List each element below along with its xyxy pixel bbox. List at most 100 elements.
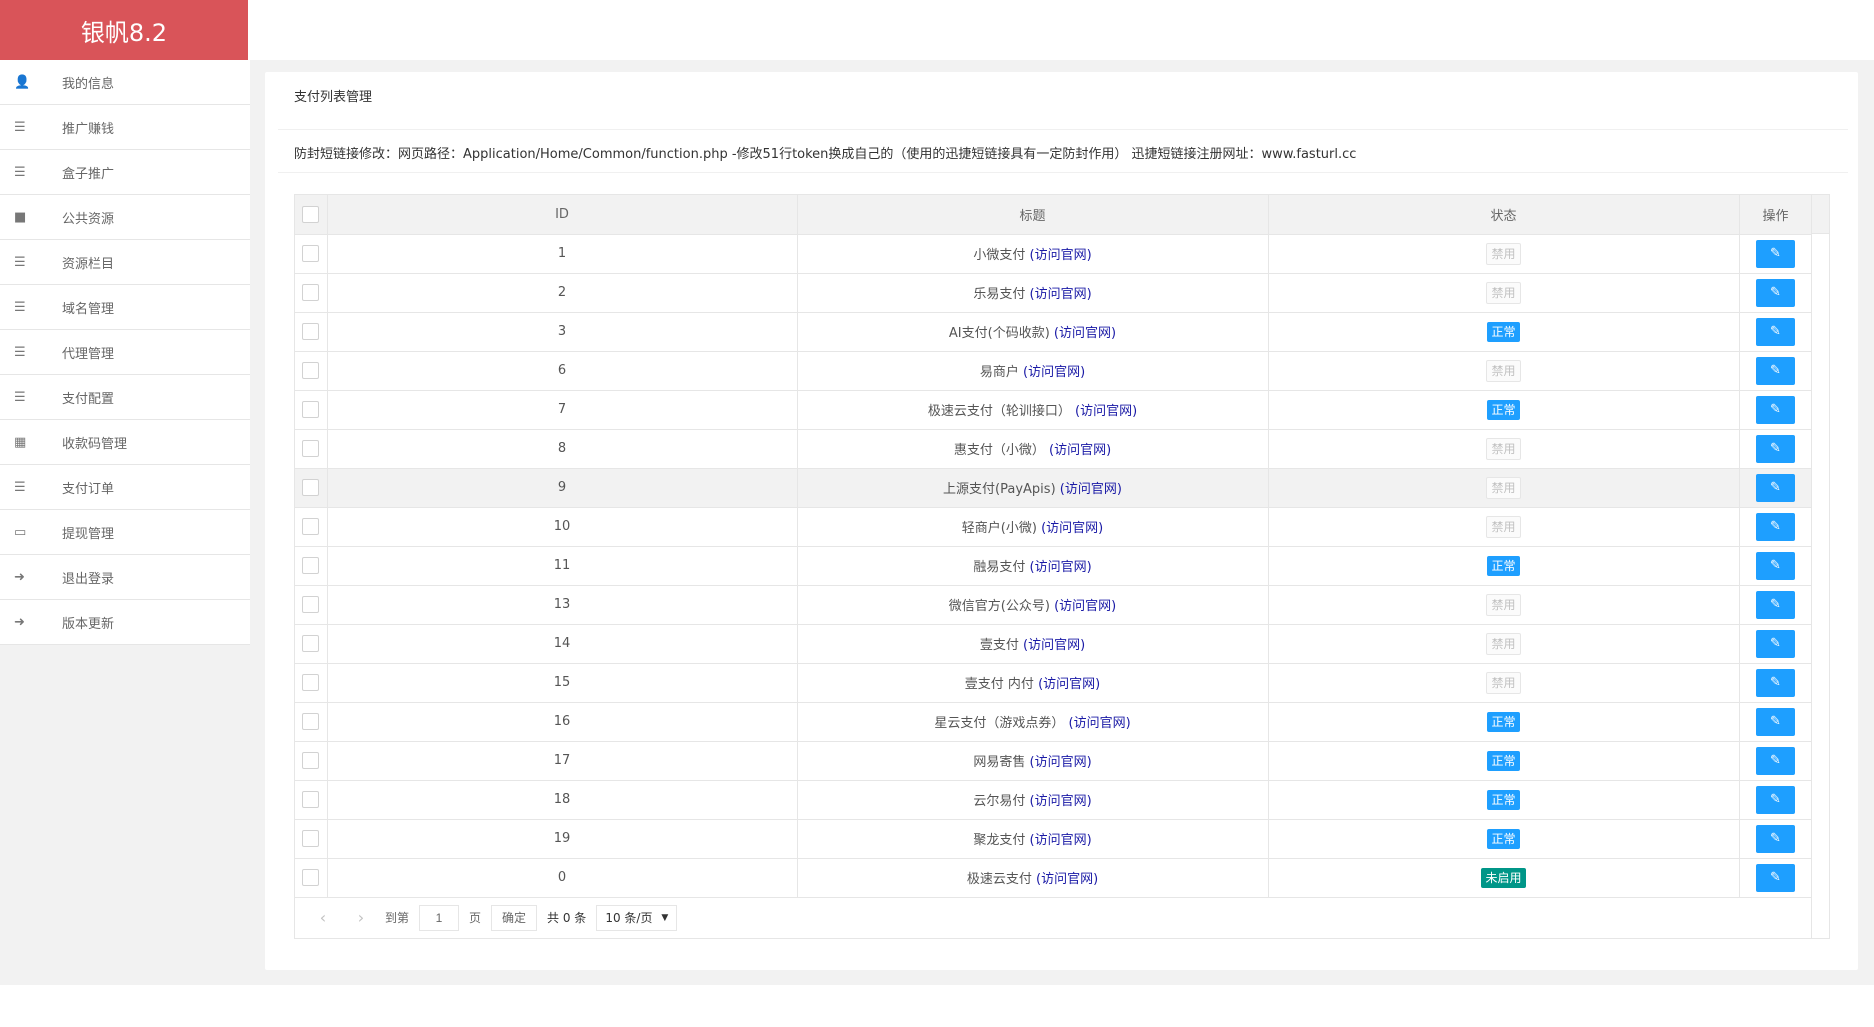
row-checkbox[interactable] [302,245,320,262]
header-status[interactable]: 状态 [1268,195,1740,235]
visit-site-link[interactable]: (访问官网) [1029,755,1092,770]
row-checkbox[interactable] [302,479,320,496]
row-checkbox[interactable] [302,596,320,613]
edit-button[interactable]: ✎ [1756,824,1795,853]
visit-site-link[interactable]: (访问官网) [1023,365,1086,380]
row-checkbox[interactable] [302,752,320,769]
sidebar-item-11[interactable]: ➜ 退出登录 [0,555,250,600]
sidebar-item-3[interactable]: ■ 公共资源 [0,195,250,240]
row-title: 壹支付 (访问官网) [797,624,1269,664]
row-checkbox[interactable] [302,401,320,418]
visit-site-link[interactable]: (访问官网) [1029,560,1092,575]
edit-button[interactable]: ✎ [1756,239,1795,268]
row-checkbox[interactable] [302,791,320,808]
table-row: 14 壹支付 (访问官网) 禁用 ✎ [295,624,1813,664]
edit-button[interactable]: ✎ [1756,863,1795,892]
dropdown-arrow-icon: ▼ [661,912,669,923]
payment-name: 微信官方(公众号) [948,599,1050,614]
edit-button[interactable]: ✎ [1756,317,1795,346]
row-title: 惠支付（小微） (访问官网) [797,429,1269,469]
page-input[interactable] [419,904,460,931]
edit-button[interactable]: ✎ [1756,590,1795,619]
payment-name: 极速云支付 [966,872,1032,887]
table-row: 9 上源支付(PayApis) (访问官网) 禁用 ✎ [295,468,1813,508]
row-checkbox[interactable] [302,869,320,886]
pencil-icon: ✎ [1770,518,1781,534]
sidebar-item-label: 退出登录 [62,571,115,587]
edit-button[interactable]: ✎ [1756,434,1795,463]
sidebar-item-9[interactable]: ☰ 支付订单 [0,465,250,510]
sidebar-item-8[interactable]: ▦ 收款码管理 [0,420,250,465]
sidebar-item-4[interactable]: ☰ 资源栏目 [0,240,250,285]
visit-site-link[interactable]: (访问官网) [1036,872,1099,887]
edit-button[interactable]: ✎ [1756,473,1795,502]
row-title: 融易支付 (访问官网) [797,546,1269,586]
pencil-icon: ✎ [1770,752,1781,768]
visit-site-link[interactable]: (访问官网) [1029,287,1092,302]
row-id: 1 [327,234,798,274]
edit-button[interactable]: ✎ [1756,629,1795,658]
table-row: 8 惠支付（小微） (访问官网) 禁用 ✎ [295,429,1813,469]
next-page-button[interactable]: › [357,908,365,927]
sidebar-item-12[interactable]: ➜ 版本更新 [0,600,250,645]
payment-name: 星云支付（游戏点券） [934,716,1065,731]
visit-site-link[interactable]: (访问官网) [1053,326,1117,341]
sidebar-item-7[interactable]: ☰ 支付配置 [0,375,250,420]
sidebar-item-6[interactable]: ☰ 代理管理 [0,330,250,375]
table-row: 3 AI支付(个码收款) (访问官网) 正常 ✎ [295,312,1813,352]
sidebar-item-label: 域名管理 [62,301,115,317]
payment-name: 云尔易付 [973,794,1026,809]
visit-site-link[interactable]: (访问官网) [1029,833,1092,848]
edit-button[interactable]: ✎ [1756,395,1795,424]
visit-site-link[interactable]: (访问官网) [1049,443,1112,458]
row-checkbox[interactable] [302,635,320,652]
row-checkbox[interactable] [302,674,320,691]
status-badge: 禁用 [1486,281,1521,304]
row-checkbox[interactable] [302,518,320,535]
visit-site-link[interactable]: (访问官网) [1059,482,1122,497]
header-title[interactable]: 标题 [797,195,1269,235]
row-checkbox[interactable] [302,557,320,574]
visit-site-link[interactable]: (访问官网) [1041,521,1104,536]
edit-button[interactable]: ✎ [1756,278,1795,307]
prev-page-button[interactable]: ‹ [319,908,327,927]
edit-button[interactable]: ✎ [1756,512,1795,541]
visit-site-link[interactable]: (访问官网) [1075,404,1138,419]
row-id: 2 [327,273,798,313]
row-title: 易商户 (访问官网) [797,351,1269,391]
row-title: 聚龙支付 (访问官网) [797,819,1269,859]
row-checkbox[interactable] [302,440,320,457]
visit-site-link[interactable]: (访问官网) [1068,716,1131,731]
confirm-button[interactable]: 确定 [491,904,538,931]
page-size-select[interactable]: 10 条/页 ▼ [596,904,678,931]
sidebar-item-label: 支付配置 [62,391,115,407]
table-scroll-column [1811,195,1829,938]
row-checkbox[interactable] [302,284,320,301]
edit-button[interactable]: ✎ [1756,746,1795,775]
edit-button[interactable]: ✎ [1756,356,1795,385]
visit-site-link[interactable]: (访问官网) [1029,248,1092,263]
select-all-checkbox[interactable] [302,205,320,223]
pencil-icon: ✎ [1770,479,1781,495]
visit-site-link[interactable]: (访问官网) [1038,677,1101,692]
payment-name: 上源支付(PayApis) [943,482,1056,497]
visit-site-link[interactable]: (访问官网) [1029,794,1092,809]
row-checkbox[interactable] [302,323,320,340]
sidebar-item-10[interactable]: ▭ 提现管理 [0,510,250,555]
sidebar-item-5[interactable]: ☰ 域名管理 [0,285,250,330]
edit-button[interactable]: ✎ [1756,668,1795,697]
edit-button[interactable]: ✎ [1756,785,1795,814]
sidebar-item-1[interactable]: ☰ 推广赚钱 [0,105,250,150]
sidebar-item-2[interactable]: ☰ 盒子推广 [0,150,250,195]
pencil-icon: ✎ [1770,323,1781,339]
visit-site-link[interactable]: (访问官网) [1054,599,1117,614]
edit-button[interactable]: ✎ [1756,707,1795,736]
edit-button[interactable]: ✎ [1756,551,1795,580]
row-checkbox[interactable] [302,713,320,730]
row-checkbox[interactable] [302,362,320,379]
sidebar-item-0[interactable]: 👤 我的信息 [0,60,250,105]
pencil-icon: ✎ [1770,674,1781,690]
visit-site-link[interactable]: (访问官网) [1023,638,1086,653]
row-checkbox[interactable] [302,830,320,847]
header-id[interactable]: ID [327,195,798,235]
